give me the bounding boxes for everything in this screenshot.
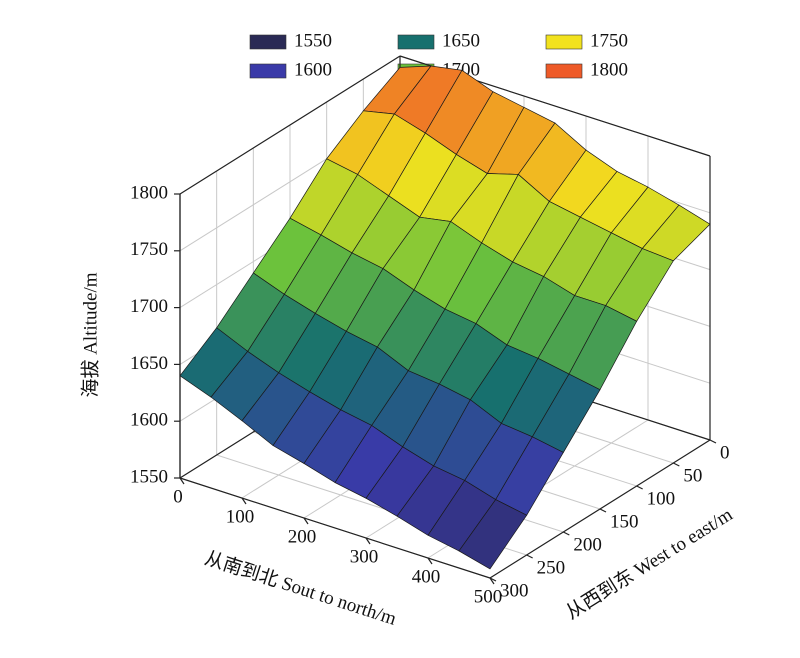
y-tick-label: 0 (720, 442, 730, 463)
y-tick (599, 508, 607, 513)
z-tick-label: 1700 (130, 296, 168, 317)
x-tick-label: 100 (226, 506, 255, 527)
legend-swatch (249, 34, 287, 50)
y-tick (673, 462, 680, 467)
legend-label: 1550 (294, 30, 332, 51)
frame-edge (179, 55, 401, 195)
y-tick-label: 200 (573, 534, 602, 555)
x-tick-label: 300 (350, 546, 379, 567)
x-tick (303, 517, 309, 525)
y-tick-label: 150 (610, 511, 639, 532)
x-tick (241, 497, 247, 505)
legend-label: 1800 (590, 59, 628, 80)
y-tick-label: 50 (683, 465, 702, 486)
legend-swatch (545, 63, 583, 79)
y-tick-label: 300 (500, 580, 529, 601)
legend-label: 1650 (442, 30, 480, 51)
y-tick (563, 531, 570, 536)
surface-cell (458, 499, 528, 570)
x-tick-label: 200 (288, 526, 317, 547)
x-tick (365, 537, 371, 545)
legend-label: 1750 (590, 30, 628, 51)
legend-swatch (397, 34, 435, 50)
y-tick (709, 439, 717, 444)
x-tick-label: 400 (412, 566, 441, 587)
z-tick-label: 1550 (130, 466, 168, 487)
x-tick-label: 0 (173, 486, 183, 507)
legend-label: 1600 (294, 59, 332, 80)
legend-swatch (249, 63, 287, 79)
z-axis-label: 海拔 Altitude/m (79, 272, 101, 397)
legend-swatch (545, 34, 583, 50)
x-tick (427, 557, 433, 565)
x-tick (179, 477, 185, 485)
y-tick (526, 554, 533, 559)
z-tick-label: 1650 (130, 353, 168, 374)
z-tick-label: 1800 (130, 182, 168, 203)
z-tick-label: 1750 (130, 239, 168, 260)
y-axis-label: 从西到东 West to east/m (562, 503, 737, 624)
x-tick-label: 500 (474, 586, 503, 607)
x-axis (179, 477, 491, 579)
y-tick (489, 577, 497, 582)
surface (179, 65, 711, 570)
y-tick-label: 100 (647, 488, 676, 509)
y-tick-label: 250 (537, 557, 566, 578)
z-tick-label: 1600 (130, 410, 168, 431)
y-tick (636, 485, 643, 490)
